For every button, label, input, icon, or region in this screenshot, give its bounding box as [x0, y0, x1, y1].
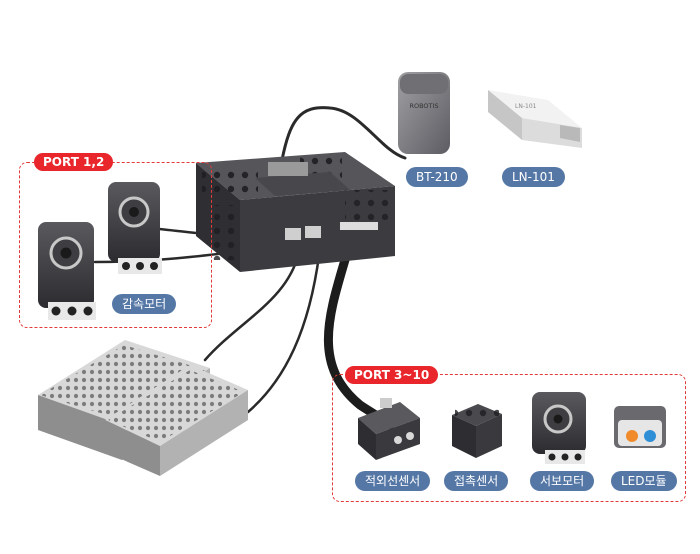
geared-motor-2 — [38, 222, 96, 320]
ir-sensor — [358, 398, 420, 460]
port-3-10-zone — [332, 374, 686, 502]
touch-sensor-label: 접촉센서 — [444, 471, 509, 491]
battery-pack-2 — [105, 365, 248, 476]
geared-motor-1 — [108, 182, 162, 274]
ln-101-dongle: LN-101 — [488, 90, 582, 148]
controller-unit — [196, 152, 395, 272]
bt-210-label: BT-210 — [406, 167, 468, 187]
geared-motor-label: 감속모터 — [112, 294, 177, 314]
ir-sensor-label: 적외선센서 — [355, 471, 431, 491]
port-3-10-tag: PORT 3~10 — [345, 366, 439, 384]
led-module — [614, 406, 666, 448]
cable-battery-2 — [246, 246, 322, 414]
bt-logo-text: ROBOTIS — [409, 102, 438, 110]
led-module-label: LED모듈 — [611, 471, 677, 491]
port-1-2-zone — [19, 162, 212, 328]
port-1-2-tag: PORT 1,2 — [34, 153, 114, 171]
ln-module-text: LN-101 — [515, 103, 537, 110]
servo-motor — [532, 392, 586, 464]
touch-sensor — [452, 404, 502, 458]
servo-motor-label: 서보모터 — [530, 471, 595, 491]
ln-101-label: LN-101 — [502, 167, 565, 187]
cable-bt — [280, 106, 407, 162]
bt-210-module: ROBOTIS — [398, 72, 450, 154]
